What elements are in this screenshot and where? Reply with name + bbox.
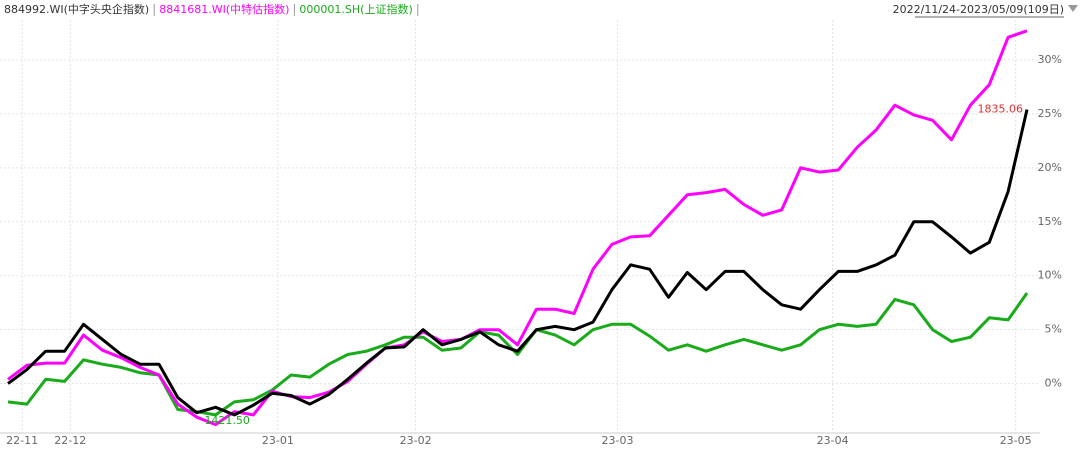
x-tick-label: 23-03 [602,434,634,447]
y-tick-label: 25% [1038,107,1062,120]
x-tick-label: 23-05 [1000,434,1032,447]
dropdown-arrow[interactable] [1068,5,1078,12]
y-tick-label: 10% [1038,269,1062,282]
x-tick-label: 22-11 [6,434,38,447]
series-line [7,109,1029,417]
y-tick-label: 15% [1038,215,1062,228]
y-tick-label: 20% [1038,161,1062,174]
series-line [7,292,1029,417]
legend-entry: 8841681.WI(中特估指数) [159,2,289,16]
date-range[interactable]: 2022/11/24-2023/05/09(109日) [893,3,1064,16]
series-line [7,29,1028,427]
x-tick-label: 23-04 [817,434,849,447]
x-tick-label: 23-01 [262,434,294,447]
legend-entry: 884992.WI(中字头央企指数) [4,2,149,16]
y-tick-label: 5% [1045,323,1062,336]
last-value-label: 1835.06 [978,103,1024,116]
min-value-label: 1421.50 [204,414,250,427]
legend-entry: 000001.SH(上证指数) [299,2,412,16]
x-tick-label: 23-02 [400,434,432,447]
y-tick-label: 0% [1045,377,1062,390]
y-tick-label: 30% [1038,53,1062,66]
x-tick-label: 22-12 [54,434,86,447]
